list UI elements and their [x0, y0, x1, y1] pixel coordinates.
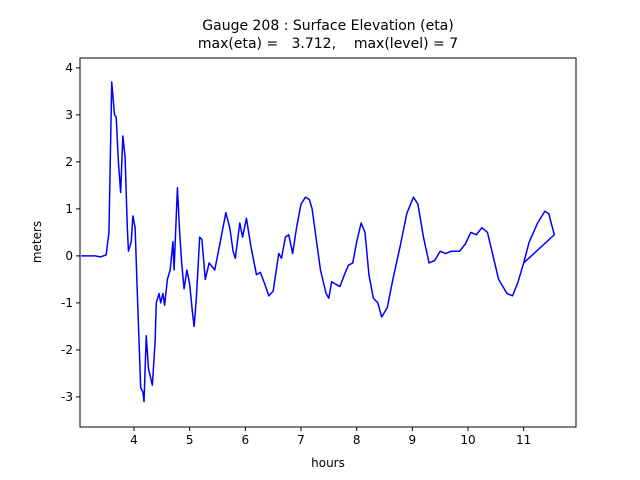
- x-tick-label: 7: [297, 433, 305, 447]
- y-tick-label: 2: [65, 155, 73, 169]
- x-tick-label: 10: [460, 433, 475, 447]
- chart-subtitle: max(eta) = 3.712, max(level) = 7: [198, 36, 458, 52]
- y-tick-label: -2: [61, 343, 73, 357]
- x-tick-label: 11: [516, 433, 531, 447]
- x-tick-label: 4: [130, 433, 138, 447]
- y-tick-label: 1: [65, 202, 73, 216]
- y-tick-label: -1: [61, 296, 73, 310]
- y-tick-label: 4: [65, 61, 73, 75]
- y-axis-label: meters: [30, 221, 44, 263]
- x-tick-label: 8: [353, 433, 361, 447]
- x-tick-label: 9: [409, 433, 417, 447]
- plot-frame: [79, 57, 577, 428]
- x-axis-label: hours: [311, 456, 345, 470]
- y-tick-label: -3: [61, 390, 73, 404]
- x-tick-label: 5: [186, 433, 194, 447]
- chart-title: Gauge 208 : Surface Elevation (eta): [202, 18, 453, 34]
- x-tick-label: 6: [242, 433, 250, 447]
- data-line: [81, 81, 556, 403]
- y-tick-label: 0: [65, 249, 73, 263]
- y-tick-label: 3: [65, 108, 73, 122]
